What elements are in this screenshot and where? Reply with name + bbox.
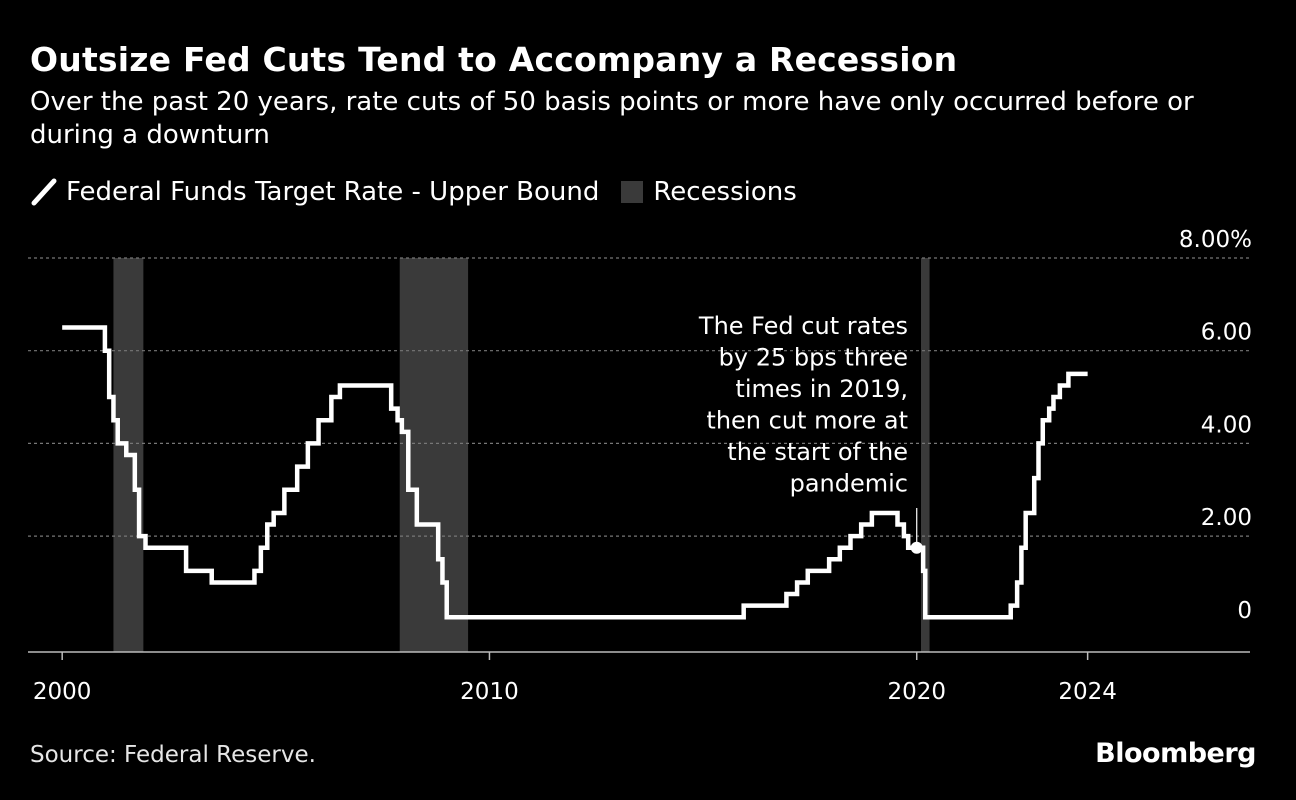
- annotation-text-line-0: The Fed cut rates: [698, 312, 908, 340]
- annotation-text-line-1: by 25 bps three: [719, 344, 908, 372]
- source-note: Source: Federal Reserve.: [30, 742, 316, 768]
- legend-item-recessions: Recessions: [621, 177, 797, 207]
- x-tick-label-0: 2000: [33, 679, 92, 705]
- chart-title: Outsize Fed Cuts Tend to Accompany a Rec…: [30, 40, 958, 79]
- legend-label-recessions: Recessions: [653, 177, 797, 207]
- y-tick-label-2: 4.00: [1201, 412, 1252, 438]
- y-tick-label-3: 6.00: [1201, 320, 1252, 346]
- legend: Federal Funds Target Rate - Upper Bound …: [30, 174, 819, 210]
- annotation-text-line-5: pandemic: [790, 470, 908, 498]
- annotation-text-line-2: times in 2019,: [735, 375, 908, 403]
- legend-label-rate: Federal Funds Target Rate - Upper Bound: [66, 177, 600, 207]
- chart-subtitle: Over the past 20 years, rate cuts of 50 …: [30, 87, 1194, 150]
- bloomberg-logo: Bloomberg: [1095, 738, 1256, 769]
- annotation-text-line-3: then cut more at: [706, 407, 908, 435]
- y-tick-label-1: 2.00: [1201, 505, 1252, 531]
- legend-item-rate: Federal Funds Target Rate - Upper Bound: [30, 177, 599, 207]
- annotation-text-line-4: the start of the: [727, 438, 908, 466]
- recession-swatch-icon: [621, 181, 644, 203]
- y-tick-label-4: 8.00%: [1179, 227, 1252, 253]
- x-tick-label-3: 2024: [1058, 679, 1117, 705]
- y-tick-label-0: 0: [1237, 598, 1252, 624]
- line-swatch-icon: [31, 178, 57, 206]
- annotation-marker: [910, 541, 923, 554]
- series-line-federal-funds-rate: [62, 325, 1088, 620]
- x-tick-label-2: 2020: [887, 679, 946, 705]
- x-tick-label-1: 2010: [460, 679, 519, 705]
- recession-band-2: [921, 258, 930, 652]
- recession-band-1: [399, 258, 469, 652]
